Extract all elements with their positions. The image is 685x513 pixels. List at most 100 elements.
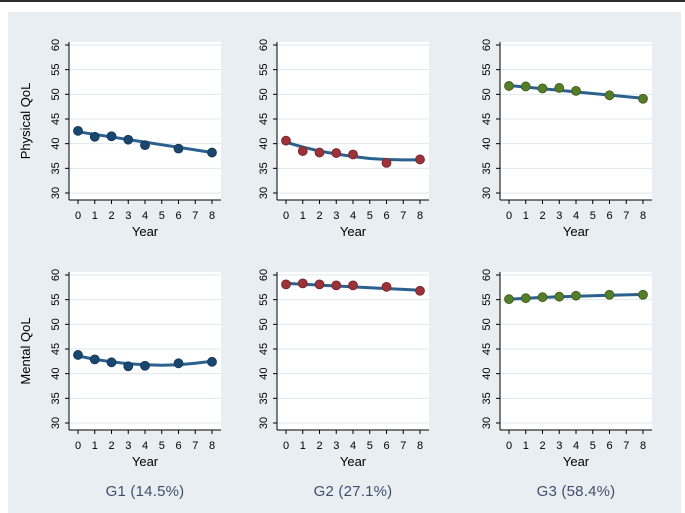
y-tick-label: 35 (481, 162, 493, 174)
y-axis-title: Physical QoL (18, 83, 33, 160)
x-tick-label: 7 (192, 440, 198, 452)
x-tick-label: 5 (159, 440, 165, 452)
x-tick-label: 4 (350, 440, 356, 452)
x-tick-label: 3 (125, 210, 131, 222)
y-tick-label: 40 (481, 368, 493, 380)
y-tick-label: 40 (50, 138, 62, 150)
data-point (415, 154, 425, 165)
x-tick-label: 0 (75, 440, 81, 452)
plot-region (500, 42, 652, 200)
y-tick-label: 30 (481, 187, 493, 199)
y-tick-label: 45 (258, 113, 270, 125)
data-point (314, 279, 325, 290)
y-tick-label: 50 (258, 318, 270, 330)
x-tick-label: 8 (417, 210, 423, 222)
data-point (106, 131, 117, 142)
y-tick-label: 45 (258, 343, 270, 355)
x-tick-label: 3 (556, 210, 562, 222)
x-tick-label: 1 (300, 210, 306, 222)
y-tick-label: 50 (481, 318, 493, 330)
x-tick-label: 0 (283, 440, 289, 452)
y-tick-label: 35 (258, 162, 270, 174)
x-tick-label: 2 (539, 440, 545, 452)
x-tick-label: 3 (125, 440, 131, 452)
x-axis-title: Year (132, 454, 159, 469)
x-tick-label: 1 (300, 440, 306, 452)
data-point (415, 285, 425, 296)
data-point (123, 361, 134, 372)
y-tick-label: 55 (258, 64, 270, 76)
x-tick-label: 1 (92, 440, 98, 452)
data-point (571, 85, 581, 96)
data-point (604, 90, 615, 101)
y-tick-label: 30 (50, 187, 62, 199)
group-label-g1: G1 (14.5%) (105, 483, 185, 500)
y-tick-label: 35 (481, 392, 493, 404)
data-point (348, 149, 358, 160)
x-tick-label: 6 (606, 440, 612, 452)
x-tick-label: 2 (316, 440, 322, 452)
data-point (73, 125, 83, 136)
x-tick-label: 1 (92, 210, 98, 222)
data-point (504, 294, 514, 305)
data-point (554, 83, 565, 93)
x-axis-title: Year (340, 224, 367, 239)
y-tick-label: 50 (50, 88, 62, 100)
x-axis-title: Year (340, 454, 367, 469)
x-axis-title: Year (563, 454, 590, 469)
y-tick-label: 40 (481, 138, 493, 150)
y-tick-label: 45 (481, 113, 493, 125)
y-tick-label: 30 (258, 417, 270, 429)
data-point (604, 289, 615, 300)
data-point (537, 292, 548, 303)
x-tick-label: 4 (573, 440, 579, 452)
x-tick-label: 8 (640, 440, 646, 452)
x-tick-label: 7 (400, 440, 406, 452)
y-tick-label: 55 (258, 294, 270, 306)
x-tick-label: 1 (523, 210, 529, 222)
y-tick-label: 40 (258, 138, 270, 150)
data-point (537, 83, 548, 94)
data-point (554, 291, 565, 302)
y-tick-label: 55 (481, 64, 493, 76)
x-axis-title: Year (132, 224, 159, 239)
y-tick-label: 55 (50, 294, 62, 306)
x-tick-label: 2 (316, 210, 322, 222)
x-tick-label: 0 (506, 440, 512, 452)
y-tick-label: 55 (481, 294, 493, 306)
y-tick-label: 45 (50, 343, 62, 355)
y-tick-label: 60 (258, 39, 270, 51)
data-point (140, 360, 150, 371)
group-label-g2: G2 (27.1%) (313, 483, 393, 500)
top-border (0, 0, 685, 2)
x-tick-label: 6 (175, 210, 181, 222)
data-point (571, 290, 581, 301)
y-tick-label: 40 (258, 368, 270, 380)
y-tick-label: 35 (50, 162, 62, 174)
x-tick-label: 0 (283, 210, 289, 222)
data-point (173, 358, 184, 369)
plot-region (277, 42, 429, 200)
plot-region (69, 272, 221, 430)
x-tick-label: 2 (539, 210, 545, 222)
y-tick-label: 50 (50, 318, 62, 330)
group-label-g3: G3 (58.4%) (536, 483, 616, 500)
x-tick-label: 6 (383, 210, 389, 222)
data-point (638, 289, 648, 300)
y-tick-label: 35 (50, 392, 62, 404)
x-axis-title: Year (563, 224, 590, 239)
y-tick-label: 55 (50, 64, 62, 76)
x-tick-label: 5 (590, 210, 596, 222)
data-point (520, 293, 531, 304)
data-point (73, 350, 83, 360)
x-tick-label: 4 (142, 440, 148, 452)
x-tick-label: 2 (108, 440, 114, 452)
y-tick-label: 60 (481, 269, 493, 281)
x-tick-label: 0 (506, 210, 512, 222)
x-tick-label: 6 (606, 210, 612, 222)
